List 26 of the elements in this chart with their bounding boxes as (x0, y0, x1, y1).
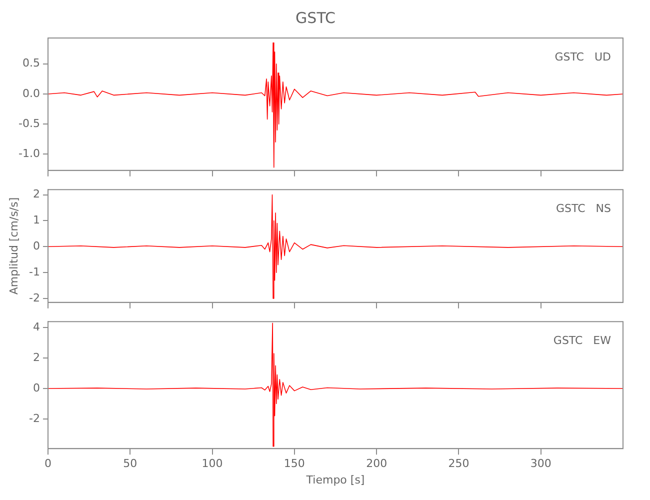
y-tick-label: 2 (33, 350, 40, 364)
y-tick-label: -1.0 (18, 147, 40, 160)
x-tick-label: 0 (44, 457, 52, 470)
annotation: GSTC UD (554, 50, 611, 64)
y-tick-label: -2 (29, 412, 40, 425)
x-tick-label: 250 (448, 457, 470, 470)
y-tick-label: 0 (33, 381, 40, 394)
x-tick-label: 150 (284, 457, 305, 470)
y-tick-label: 4 (33, 320, 40, 334)
x-tick-label: 300 (530, 457, 552, 470)
x-tick-label: 100 (202, 457, 223, 470)
y-tick-label: 0.0 (22, 86, 40, 100)
y-tick-label: 0 (33, 240, 40, 253)
y-tick-label: 1 (33, 214, 40, 227)
y-tick-label: 0.5 (22, 56, 40, 70)
y-tick-label: -2 (29, 291, 40, 304)
x-tick-label: 50 (123, 457, 138, 470)
y-tick-label: -1 (29, 265, 40, 278)
y-axis-title: Amplitud [cm/s/s] (7, 197, 20, 295)
x-tick-label: 200 (366, 457, 388, 470)
x-axis-title: Tiempo [s] (305, 473, 365, 486)
y-tick-label: -0.5 (18, 116, 40, 130)
annotation: GSTC EW (553, 334, 612, 347)
annotation: GSTC NS (556, 202, 612, 215)
y-tick-label: 2 (33, 188, 40, 201)
chart-title: GSTC (296, 8, 336, 27)
